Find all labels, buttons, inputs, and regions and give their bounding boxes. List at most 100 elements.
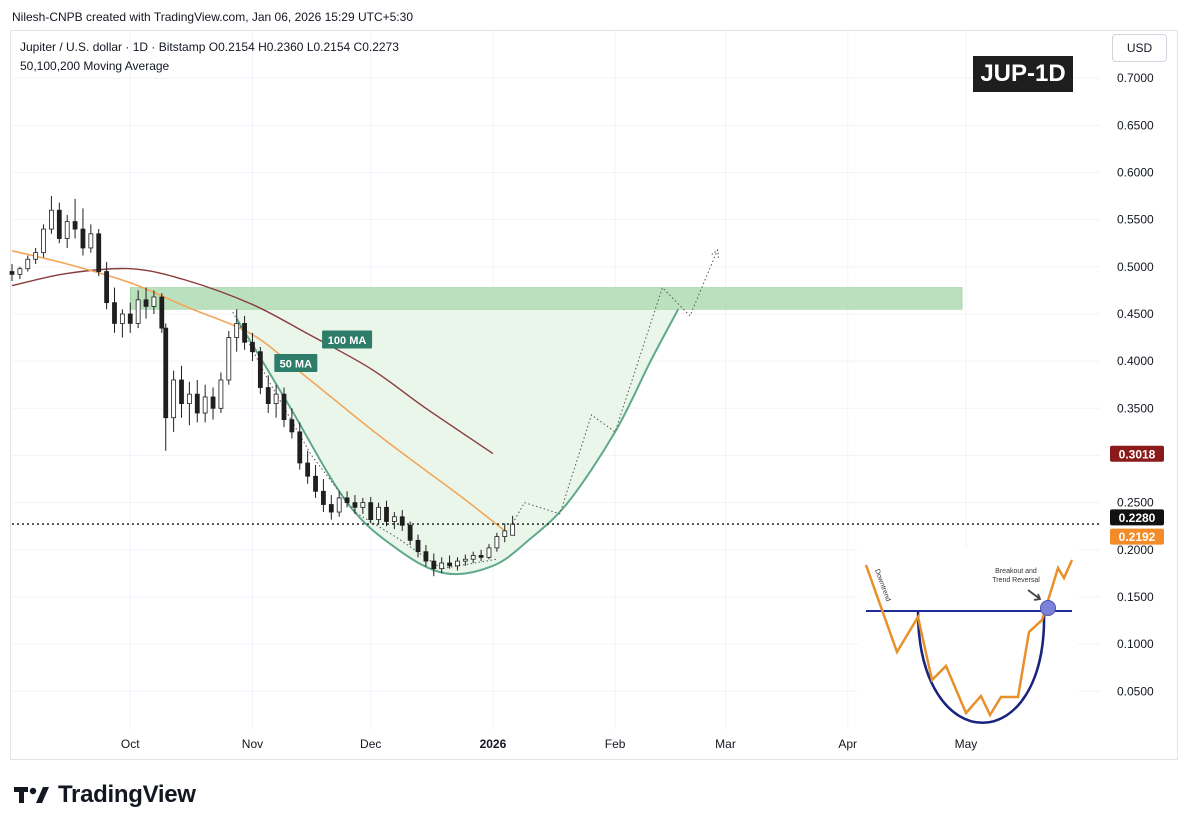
candle <box>344 497 350 504</box>
candle <box>104 271 110 304</box>
cup-fill <box>236 309 679 575</box>
candle <box>470 555 476 560</box>
chart-legend: Jupiter / U.S. dollar · 1D · Bitstamp O0… <box>20 40 399 54</box>
ohlc-h: H0.2360 <box>254 40 304 54</box>
candle <box>289 419 295 433</box>
candle <box>135 299 141 324</box>
inset-schematic: Downtrend Breakout and Trend Reversal <box>858 548 1078 728</box>
candle <box>72 221 78 230</box>
chart-frame[interactable] <box>10 30 1178 760</box>
candle <box>281 393 287 421</box>
x-tick-label: May <box>955 737 978 751</box>
inset-cup-outline <box>916 610 1046 724</box>
ma-indicator-legend[interactable]: 50,100,200 Moving Average <box>20 59 170 73</box>
candle <box>415 539 421 553</box>
x-tick-label: Mar <box>715 737 736 751</box>
footer-brand: TradingView <box>58 781 196 808</box>
candle <box>143 299 149 307</box>
y-tick-label: 0.6000 <box>1117 165 1154 179</box>
x-tick-label: Feb <box>605 737 626 751</box>
candle <box>202 396 208 414</box>
candle <box>439 562 445 570</box>
symbol-title: Jupiter / U.S. dollar · 1D · Bitstamp <box>20 40 206 54</box>
price-label-text: 0.2280 <box>1119 511 1156 525</box>
candle <box>64 221 70 239</box>
candle <box>478 555 484 558</box>
x-tick-label: 2026 <box>480 737 507 751</box>
candle <box>171 379 177 419</box>
candle <box>25 258 31 270</box>
inset-breakout-label: Breakout and Trend Reversal <box>992 568 1040 584</box>
candle <box>384 506 389 522</box>
y-tick-label: 0.6500 <box>1117 118 1154 132</box>
inset-background <box>858 548 1078 728</box>
candle <box>273 393 279 404</box>
ma-annotation: 50 MA <box>274 354 318 373</box>
price-label-text: 0.3018 <box>1119 447 1156 461</box>
candle <box>462 558 468 562</box>
y-tick-label: 0.2000 <box>1117 543 1154 557</box>
candle <box>336 497 342 513</box>
symbol-badge: JUP-1D <box>973 56 1073 92</box>
candle <box>297 431 303 464</box>
candle <box>399 516 405 526</box>
candle <box>305 462 311 477</box>
candle <box>210 396 216 409</box>
candle <box>163 327 169 419</box>
candle <box>127 313 133 324</box>
candle <box>56 209 62 239</box>
candle <box>159 296 165 329</box>
candle <box>242 323 247 343</box>
ma-annotation: 100 MA <box>322 330 373 349</box>
candle <box>391 516 397 522</box>
tradingview-logo[interactable]: TradingView <box>14 780 196 810</box>
candle <box>80 228 86 249</box>
candle <box>486 547 492 558</box>
inset-price-path <box>864 559 1074 718</box>
cup-curve <box>235 308 680 576</box>
y-tick-label: 0.5500 <box>1117 213 1154 227</box>
candle <box>33 252 39 260</box>
y-tick-label: 0.0500 <box>1117 684 1154 698</box>
candle <box>494 536 500 549</box>
candle <box>194 393 200 414</box>
candle <box>257 351 263 388</box>
header-credit: Nilesh-CNPB created with TradingView.com… <box>12 10 413 24</box>
candle <box>368 502 374 520</box>
y-tick-label: 0.4500 <box>1117 307 1154 321</box>
inset-breakout-dot <box>1040 600 1056 616</box>
y-tick-label: 0.1500 <box>1117 590 1154 604</box>
currency-button[interactable]: USD <box>1112 34 1167 62</box>
ohlc-values: O0.2154 H0.2360 L0.2154 C0.2273 <box>209 40 399 54</box>
ohlc-o: O0.2154 <box>208 40 255 54</box>
candle <box>234 323 240 338</box>
price-label-tag <box>1110 445 1164 462</box>
candle <box>352 502 358 508</box>
ohlc-c: C0.2273 <box>350 40 399 54</box>
candle <box>431 560 437 570</box>
ohlc-l: L0.2154 <box>303 40 351 54</box>
tradingview-mark-icon <box>14 787 49 803</box>
candle <box>9 271 15 275</box>
x-tick-label: Oct <box>121 737 140 751</box>
candle <box>265 387 271 404</box>
y-tick-label: 0.7000 <box>1117 71 1154 85</box>
x-tick-label: Apr <box>838 737 857 751</box>
candle <box>112 302 117 324</box>
price-label-text: 0.2192 <box>1119 530 1156 544</box>
y-tick-label: 0.1000 <box>1117 637 1154 651</box>
candle <box>502 530 508 537</box>
candle <box>49 209 54 230</box>
candle <box>186 393 192 404</box>
inset-arrow-icon <box>1027 589 1042 601</box>
ma-annotation-label: 100 MA <box>328 335 367 347</box>
y-tick-label: 0.2500 <box>1117 496 1154 510</box>
candle <box>119 313 125 324</box>
ma-annotation-label: 50 MA <box>280 359 312 371</box>
y-tick-label: 0.4000 <box>1117 354 1154 368</box>
candle <box>218 379 224 409</box>
projection-arrowhead <box>711 248 719 258</box>
candle <box>407 524 413 541</box>
candle <box>313 475 318 492</box>
